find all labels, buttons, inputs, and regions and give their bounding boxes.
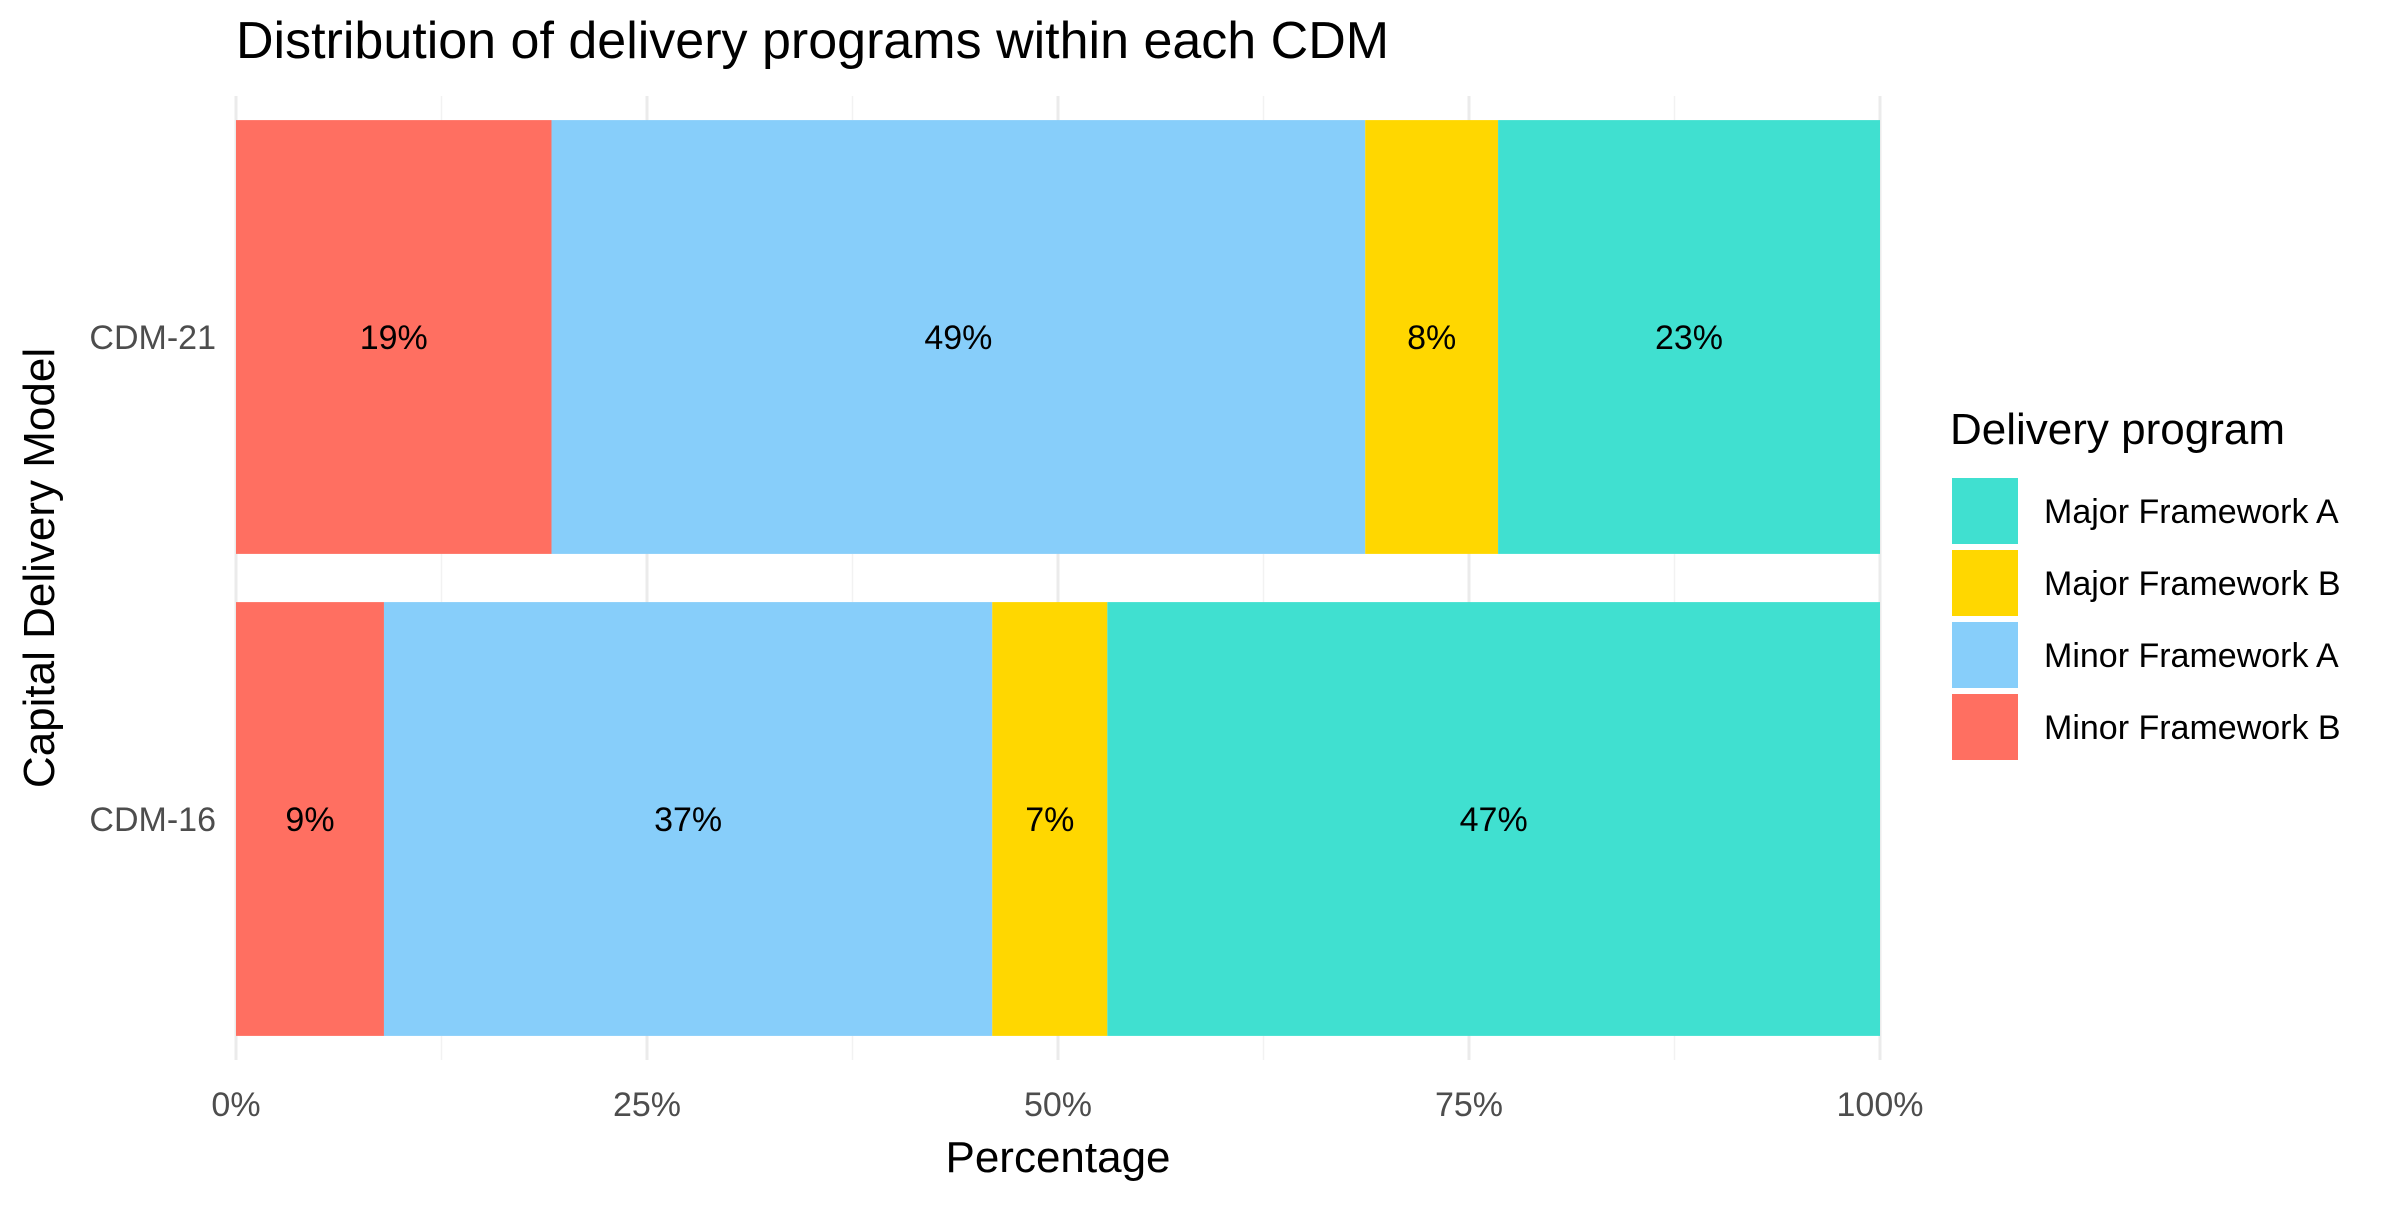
bar-segment bbox=[551, 120, 1366, 554]
y-tick-label: CDM-21 bbox=[89, 319, 216, 357]
chart-title: Distribution of delivery programs within… bbox=[236, 12, 1389, 70]
x-tick-label: 100% bbox=[1837, 1086, 1924, 1124]
bar-segment bbox=[236, 602, 384, 1036]
bar-segment bbox=[1365, 120, 1499, 554]
data-label: 8% bbox=[1407, 319, 1456, 357]
x-tick-label: 50% bbox=[1024, 1086, 1092, 1124]
legend-title: Delivery program bbox=[1950, 405, 2285, 454]
data-label: 37% bbox=[654, 801, 722, 839]
data-label: 23% bbox=[1655, 319, 1723, 357]
x-axis-title: Percentage bbox=[945, 1133, 1170, 1182]
bar-segment bbox=[992, 602, 1108, 1036]
bars-layer bbox=[236, 120, 1880, 1036]
legend-label: Minor Framework A bbox=[2044, 637, 2339, 675]
legend-label: Major Framework A bbox=[2044, 493, 2339, 531]
data-label: 9% bbox=[285, 801, 334, 839]
bar-segment bbox=[1498, 120, 1880, 554]
bar-segment bbox=[236, 120, 552, 554]
legend-key bbox=[1952, 622, 2018, 688]
data-label: 19% bbox=[360, 319, 428, 357]
legend-key bbox=[1952, 478, 2018, 544]
x-axis: 0% 25% 50% 75% 100% bbox=[211, 1086, 1923, 1124]
legend-label: Minor Framework B bbox=[2044, 709, 2341, 747]
data-labels: 19% 49% 8% 23% 9% 37% 7% 47% bbox=[285, 319, 1723, 839]
x-tick-label: 25% bbox=[613, 1086, 681, 1124]
bar-segment bbox=[383, 602, 993, 1036]
data-label: 49% bbox=[924, 319, 992, 357]
data-label: 47% bbox=[1460, 801, 1528, 839]
x-tick-label: 75% bbox=[1435, 1086, 1503, 1124]
y-tick-label: CDM-16 bbox=[89, 801, 216, 839]
legend-label: Major Framework B bbox=[2044, 565, 2341, 603]
data-label: 7% bbox=[1025, 801, 1074, 839]
legend-key bbox=[1952, 694, 2018, 760]
bar-segment bbox=[1107, 602, 1880, 1036]
y-axis: CDM-21 CDM-16 bbox=[89, 319, 216, 839]
legend: Delivery program Major Framework A Major … bbox=[1950, 405, 2341, 760]
x-tick-label: 0% bbox=[211, 1086, 260, 1124]
y-axis-title: Capital Delivery Model bbox=[15, 348, 64, 788]
legend-key bbox=[1952, 550, 2018, 616]
